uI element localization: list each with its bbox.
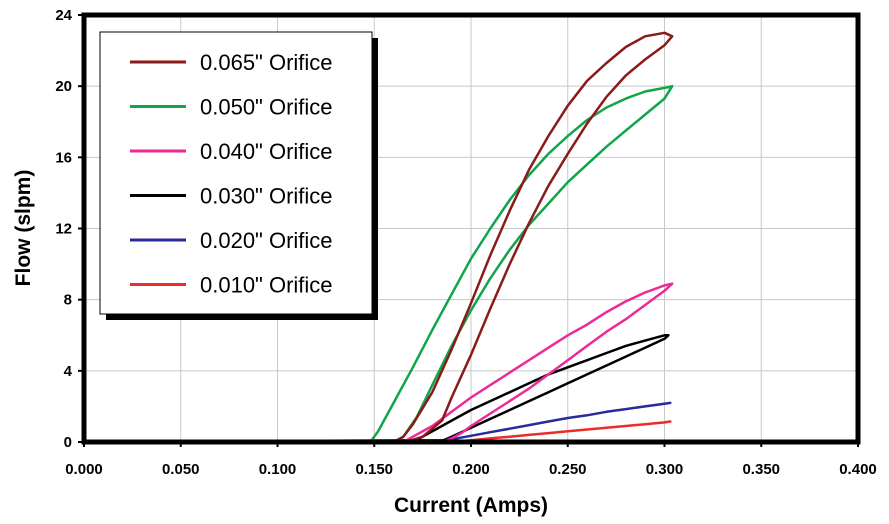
x-tick-label: 0.300: [646, 461, 684, 478]
series-line: [82, 84, 674, 444]
y-tick-label: 8: [64, 292, 72, 309]
y-tick-label: 12: [55, 221, 72, 238]
legend-label: 0.030" Orifice: [200, 184, 333, 209]
y-tick-label: 20: [55, 78, 72, 95]
y-tick-labels: 0 4 8 12 16 20 24: [55, 7, 84, 451]
legend-label: 0.065" Orifice: [200, 50, 333, 75]
x-tick-labels: 0.000 0.050 0.100 0.150 0.200 0.250 0.300 0.350…: [65, 442, 877, 478]
y-tick-label: 0: [64, 434, 72, 451]
y-tick-label: 16: [55, 149, 72, 166]
series-line: [82, 401, 672, 444]
y-tick-label: 4: [64, 363, 73, 380]
legend-label: 0.050" Orifice: [200, 95, 333, 120]
legend-box: [99, 31, 373, 315]
legend: 0.065" Orifice 0.050" Orifice 0.040" Orifi…: [99, 31, 378, 320]
x-tick-label: 0.000: [65, 461, 103, 478]
x-tick-label: 0.150: [355, 461, 393, 478]
series-line: [82, 334, 670, 444]
x-tick-label: 0.200: [452, 461, 490, 478]
x-tick-label: 0.100: [259, 461, 297, 478]
y-tick-label: 24: [55, 7, 72, 24]
x-tick-label: 0.250: [549, 461, 587, 478]
legend-label: 0.040" Orifice: [200, 139, 333, 164]
legend-label: 0.020" Orifice: [200, 228, 333, 253]
y-axis-title: Flow (slpm): [12, 170, 35, 287]
series-line: [82, 31, 674, 444]
series-line: [82, 282, 674, 444]
x-tick-label: 0.050: [162, 461, 200, 478]
legend-label: 0.010" Orifice: [200, 273, 333, 298]
x-axis-title: Current (Amps): [394, 494, 548, 517]
x-tick-label: 0.350: [742, 461, 780, 478]
x-tick-label: 0.400: [839, 461, 877, 478]
